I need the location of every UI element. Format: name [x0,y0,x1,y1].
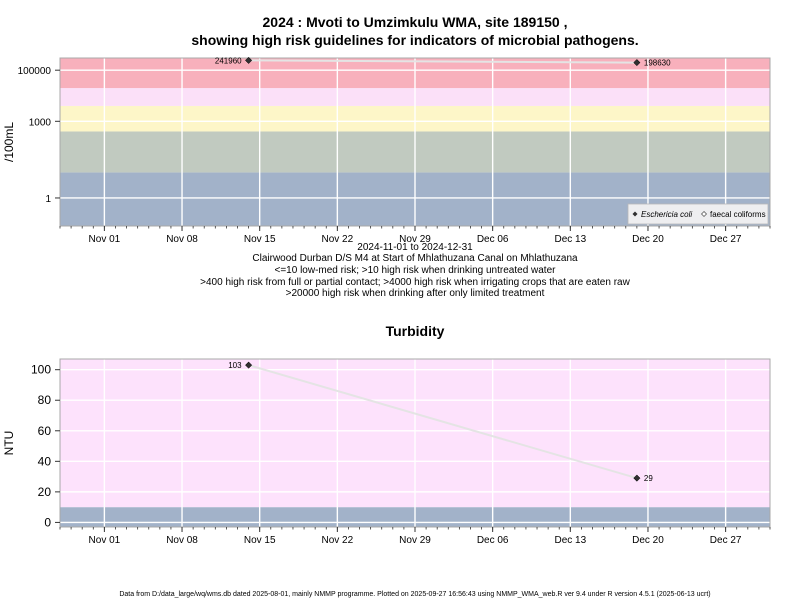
y-axis-label: /100mL [2,122,16,162]
microbial-panel: Nov 01 Nov 08 Nov 15 Nov 22 Nov 29 Dec 06 Dec … [2,56,771,245]
y-tick-label: 100 [31,363,51,377]
x-tick-label: Dec 27 [710,535,742,546]
x-tick-label: Nov 01 [89,234,121,245]
data-point [245,361,253,369]
data-point [633,474,641,482]
y-tick-label: 0 [44,515,51,529]
data-point [245,56,253,64]
x-tick-label: Nov 29 [399,234,431,245]
y-axis-label: NTU [2,431,16,456]
y-tick-label: 80 [38,393,52,407]
chart-title: 2024 : Mvoti to Umzimkulu WMA, site 1891… [263,14,568,30]
y-tick-label: 100000 [18,66,52,77]
turbidity-panel: Nov 01 Nov 08 Nov 15 Nov 22 Nov 29 Dec 06 Dec … [2,358,771,546]
data-label: 29 [644,474,653,483]
x-tick-label: Nov 15 [244,234,276,245]
footer-text: Data from D:/data_large/wq/wms.db dated … [119,591,710,598]
data-label: 198630 [644,59,671,68]
x-tick-label: Nov 08 [166,535,198,546]
y-tick-label: 1 [45,194,51,205]
site-description: Clairwood Durban D/S M4 at Start of Mhla… [252,253,578,264]
turbidity-title: Turbidity [386,323,445,339]
legend: Eschericia coli faecal coliforms [627,203,769,225]
y-tick-label: 20 [38,485,52,499]
data-point [633,59,641,67]
guideline-low-med: <=10 low-med risk; >10 high risk when dr… [275,265,557,276]
date-range-annotation: 2024-11-01 to 2024-12-31 [357,242,473,253]
y-tick-label: 60 [38,424,52,438]
x-tick-label: Dec 20 [632,535,664,546]
x-tick-label: Nov 22 [322,535,354,546]
y-tick-label: 40 [38,454,52,468]
series-line-0 [248,364,638,480]
chart-subtitle: showing high risk guidelines for indicat… [191,32,638,48]
legend-entry-faecal: faecal coliforms [710,210,766,219]
legend-box [627,203,769,225]
data-label: 241960 [215,56,242,65]
x-tick-label: Dec 06 [477,535,509,546]
x-tick-label: Nov 15 [244,535,276,546]
legend-entry-ecoli: Eschericia coli [641,210,692,219]
x-tick-label: Dec 13 [554,535,586,546]
x-tick-label: Dec 13 [554,234,586,245]
legend-marker-hollow [701,211,707,217]
guideline-contact: >400 high risk from full or partial cont… [200,277,630,288]
guideline-treatment: >20000 high risk when drinking after onl… [286,288,545,299]
x-tick-label: Dec 06 [477,234,509,245]
data-label: 103 [228,361,242,370]
x-tick-label: Nov 08 [166,234,198,245]
x-tick-label: Nov 22 [322,234,354,245]
y-tick-label: 1000 [29,117,52,128]
x-tick-label: Dec 27 [710,234,742,245]
x-tick-label: Nov 01 [89,535,121,546]
x-tick-label: Nov 29 [399,535,431,546]
x-tick-label: Dec 20 [632,234,664,245]
legend-marker-filled [632,211,638,217]
series-line-0 [248,59,637,64]
